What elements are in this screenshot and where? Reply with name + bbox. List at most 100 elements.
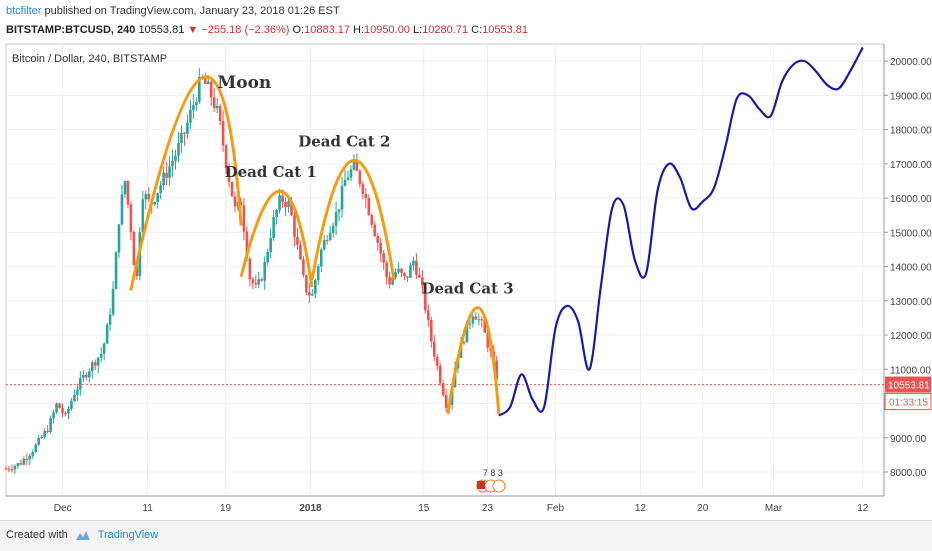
candle-body	[70, 400, 73, 409]
candle-body	[114, 252, 118, 290]
candle-body	[438, 365, 442, 384]
candle-body	[108, 314, 112, 325]
candle-body	[230, 181, 234, 197]
countdown-label: 01:33:15	[889, 398, 928, 409]
candle-body	[73, 394, 76, 401]
candle-body	[251, 279, 255, 284]
candle-body	[93, 362, 97, 366]
open-value: 10883.17	[304, 24, 350, 36]
created-with-text: Created with	[6, 529, 68, 541]
candle-body	[269, 238, 272, 253]
candle-body	[426, 310, 430, 320]
candle-body	[331, 225, 335, 233]
candle-body	[49, 418, 52, 433]
y-tick-label: 13000.00	[890, 297, 932, 308]
candle-body	[290, 201, 293, 216]
plot-area	[5, 43, 885, 497]
candle-body	[358, 170, 362, 185]
candle-body	[224, 145, 228, 169]
candle-body	[37, 437, 41, 445]
candle-body	[248, 258, 252, 280]
y-tick-label: 16000.00	[890, 194, 932, 205]
candle-body	[486, 332, 490, 348]
candle-body	[412, 260, 415, 266]
candle-body	[19, 463, 23, 465]
candle-body	[126, 181, 130, 205]
candle-body	[477, 319, 481, 321]
candle-body	[22, 459, 26, 465]
annotation-label: Moon	[217, 73, 271, 93]
candle-body	[480, 319, 484, 321]
publish-info: btcfilter published on TradingView.com, …	[6, 5, 340, 17]
candle-body	[293, 215, 296, 237]
open-label: O:	[292, 24, 305, 36]
last-price-tag	[885, 376, 931, 393]
candle-body	[79, 378, 82, 390]
candle-body	[266, 252, 270, 263]
projection-line	[498, 46, 864, 417]
close-label: C:	[471, 24, 483, 36]
candle-body	[144, 194, 148, 200]
candle-body	[352, 161, 356, 170]
candle-body	[147, 194, 151, 200]
candle-body	[432, 341, 436, 357]
candle-body	[308, 292, 311, 296]
annotation-arc	[446, 306, 501, 415]
y-tick-label: 8000.00	[890, 468, 927, 479]
price-chart[interactable]: 8000.009000.0010000.0011000.0012000.0013…	[0, 42, 932, 520]
candle-body	[397, 268, 400, 273]
candle-body	[305, 275, 308, 293]
candle-body	[334, 212, 338, 226]
close-value: 10553.81	[482, 24, 529, 36]
published-text: published on TradingView.com, January 23…	[44, 5, 340, 17]
ohlc-bar: BITSTAMP:BTCUSD, 240 10553.81 ▼ −255.18 …	[6, 24, 528, 36]
candle-body	[28, 455, 32, 460]
y-tick-label: 17000.00	[890, 160, 932, 171]
candle-body	[337, 209, 341, 213]
candle-body	[162, 172, 165, 186]
candle-body	[471, 316, 475, 324]
footer: Created with TradingView	[0, 520, 932, 551]
candle-body	[159, 185, 162, 194]
candle-body	[355, 161, 359, 171]
candle-body	[278, 195, 281, 211]
last-price-label: 10553.81	[888, 381, 930, 392]
candle-body	[435, 356, 439, 366]
candle-body	[156, 193, 159, 203]
candle-body	[99, 353, 103, 358]
candle-body	[260, 279, 264, 281]
candle-body	[441, 383, 445, 396]
candle-body	[299, 244, 302, 260]
candle-body	[76, 389, 79, 395]
candle-body	[135, 265, 139, 277]
candle-body	[10, 469, 14, 471]
candle-body	[400, 268, 403, 273]
candle-body	[346, 177, 350, 180]
candle-body	[370, 214, 374, 225]
candle-body	[382, 253, 385, 263]
tradingview-link[interactable]: TradingView	[97, 529, 159, 541]
y-tick-label: 20000.00	[890, 57, 932, 68]
candle-body	[212, 97, 216, 109]
y-tick-label: 15000.00	[890, 228, 932, 239]
candle-body	[468, 323, 472, 325]
candle-body	[287, 201, 290, 208]
x-tick-label: 20	[697, 503, 709, 514]
candle-body	[43, 430, 46, 438]
candle-body	[233, 196, 237, 207]
candle-body	[474, 316, 478, 320]
candle-body	[319, 249, 323, 267]
high-label: H:	[353, 24, 365, 36]
candle-body	[129, 204, 133, 233]
publisher-link[interactable]: btcfilter	[6, 5, 42, 17]
candle-body	[254, 283, 258, 285]
candle-body	[340, 186, 344, 210]
flag-icon	[476, 481, 485, 489]
candle-body	[385, 262, 388, 278]
candle-body	[165, 172, 168, 178]
countdown-tag	[884, 393, 932, 411]
candle-body	[120, 194, 124, 225]
x-tick-label: 15	[418, 503, 430, 514]
candle-body	[4, 468, 8, 470]
candle-body	[52, 412, 55, 419]
